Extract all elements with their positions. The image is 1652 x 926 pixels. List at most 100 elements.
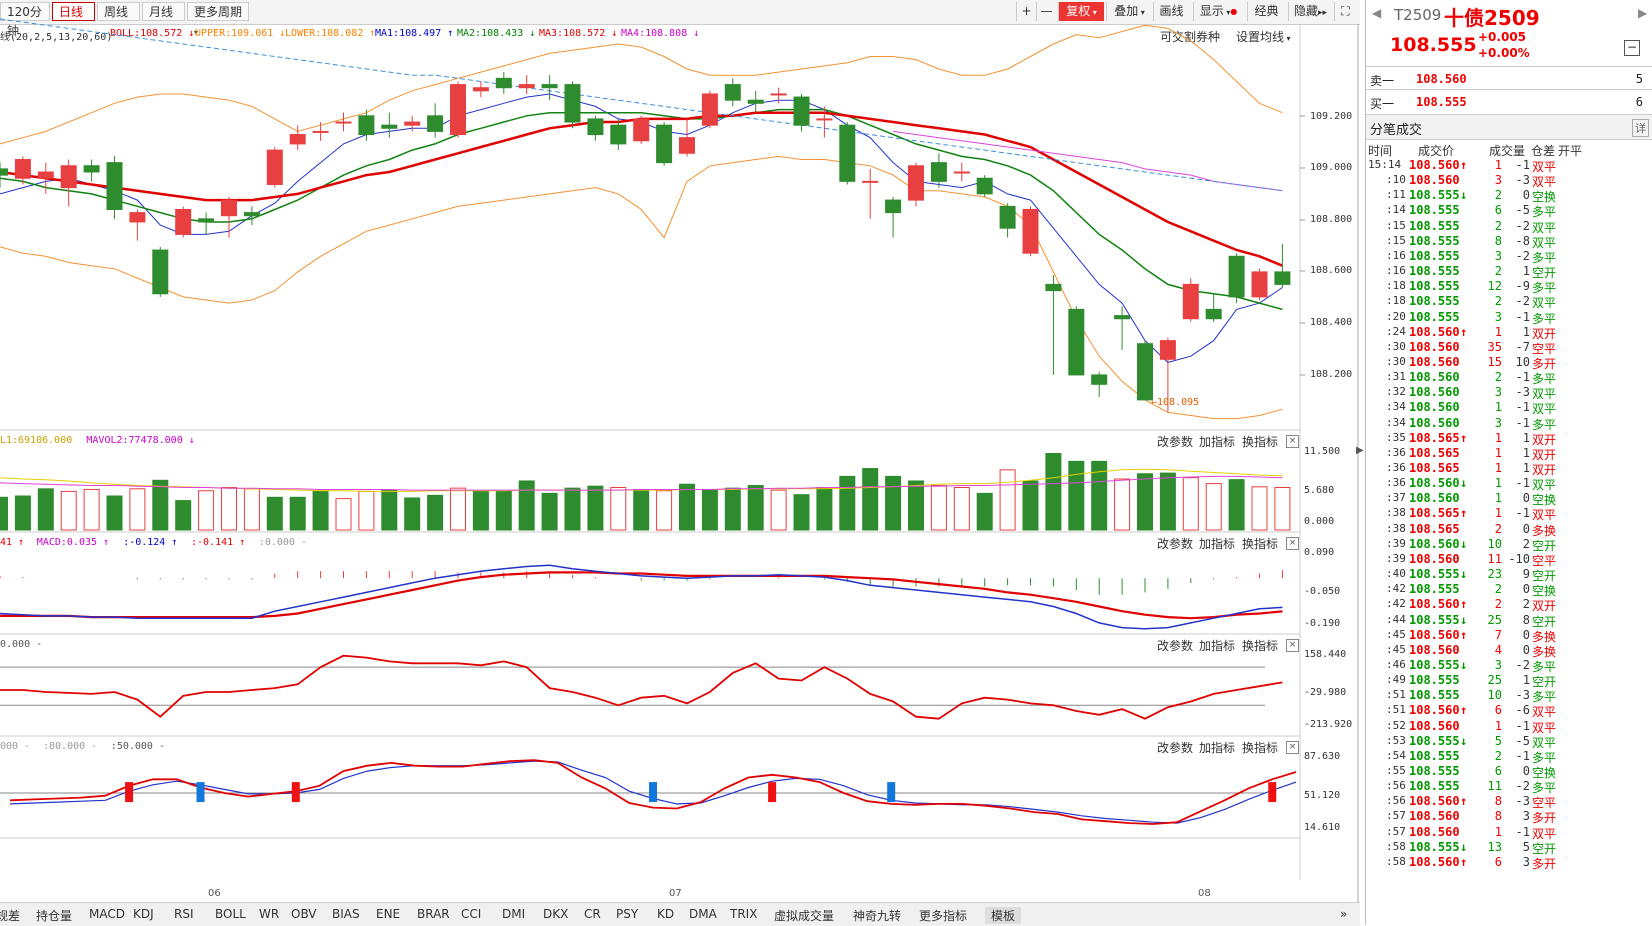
indicator-tab[interactable]: WR: [259, 907, 280, 921]
panel-axis-label: 0.090: [1304, 547, 1335, 558]
change-params-button[interactable]: 改参数: [1157, 741, 1194, 755]
tick-volume: 10: [1487, 536, 1502, 551]
volume-bar: [587, 485, 604, 531]
tab-monthly[interactable]: 月线: [142, 2, 185, 21]
indicator-tab[interactable]: BOLL: [215, 907, 246, 921]
tick-type: 双平: [1532, 705, 1557, 720]
candle-body: [587, 118, 604, 136]
indicator-tab[interactable]: TRIX: [730, 907, 758, 921]
swap-indicator-button[interactable]: 换指标: [1242, 435, 1279, 449]
tick-price: 108.555: [1409, 688, 1460, 703]
prev-contract-icon[interactable]: ◀: [1372, 6, 1382, 20]
change-params-button[interactable]: 改参数: [1157, 537, 1194, 551]
tick-type: 双平: [1532, 735, 1557, 750]
tab-weekly[interactable]: 周线: [97, 2, 140, 21]
indicator-tab[interactable]: CR: [584, 907, 601, 921]
adjust-button[interactable]: 复权 ▾: [1058, 2, 1104, 21]
indicator-tab[interactable]: 更多指标: [919, 909, 968, 923]
classic-button[interactable]: 经典: [1247, 2, 1285, 21]
tick-type: 多平: [1532, 250, 1557, 265]
indicator-tab[interactable]: 模板: [985, 907, 1022, 924]
indicator-tab[interactable]: RSI: [174, 907, 194, 921]
kline-chart[interactable]: [0, 0, 1360, 925]
tab-120min[interactable]: 120分钟: [0, 2, 50, 38]
tick-row: :36 108.565 1 1 双开: [1366, 446, 1652, 462]
indicator-tab[interactable]: 虚拟成交量: [774, 909, 835, 923]
tick-oi-change: -1: [1515, 748, 1530, 763]
tick-type: 双开: [1532, 463, 1557, 477]
side-handle-icon[interactable]: ▶: [1356, 445, 1364, 456]
arrow-up-icon: ↑: [1460, 597, 1468, 612]
tick-type: 空开: [1532, 266, 1557, 281]
collapse-icon[interactable]: −: [1624, 40, 1640, 56]
indicator-tab[interactable]: MACD: [89, 907, 125, 921]
tab-more-periods[interactable]: 更多周期 ▾: [187, 2, 249, 37]
indicator-tab[interactable]: 神奇九转: [853, 909, 902, 923]
draw-line-button[interactable]: 画线: [1153, 2, 1189, 21]
close-panel-icon[interactable]: ×: [1286, 741, 1299, 754]
tick-volume: 1: [1494, 506, 1502, 521]
tick-oi-change: 0: [1522, 188, 1530, 203]
ticks-detail-button[interactable]: 详: [1632, 119, 1649, 137]
swap-indicator-button[interactable]: 换指标: [1242, 639, 1279, 653]
tick-price: 108.560: [1409, 718, 1460, 733]
tick-price: 108.555: [1409, 233, 1460, 248]
indicator-tab[interactable]: DMI: [502, 907, 526, 921]
tick-volume: 7: [1494, 627, 1502, 642]
deliverable-bonds-button[interactable]: 可交割券种: [1160, 30, 1221, 44]
indicator-tab[interactable]: ENE: [376, 907, 401, 921]
panel-axis-label: 0.000: [1304, 516, 1335, 527]
ma-setting-button[interactable]: 设置均线 ▾: [1236, 28, 1291, 45]
scroll-right-icon[interactable]: »: [1340, 907, 1348, 921]
tick-type: 空平: [1532, 796, 1557, 811]
hide-button[interactable]: 隐藏▸▸: [1288, 2, 1332, 21]
add-indicator-button[interactable]: 加指标: [1199, 537, 1236, 551]
add-indicator-button[interactable]: 加指标: [1199, 435, 1236, 449]
close-panel-icon[interactable]: ×: [1286, 435, 1299, 448]
indicator-tab[interactable]: KDJ: [133, 907, 154, 921]
tick-row: :31 108.560 2 -1 多平: [1366, 370, 1652, 386]
indicator-tab[interactable]: 规差: [0, 909, 21, 923]
indicator-tab[interactable]: BRAR: [417, 907, 450, 921]
indicator-tab[interactable]: PSY: [616, 907, 639, 921]
arrow-down-icon: ↓: [1460, 657, 1468, 672]
close-panel-icon[interactable]: ×: [1286, 537, 1299, 550]
indicator-tab[interactable]: OBV: [291, 907, 317, 921]
indicator-tab[interactable]: 持仓量: [36, 909, 73, 923]
arrow-down-icon: ↓: [1460, 733, 1468, 748]
tick-volume: 11: [1487, 551, 1502, 566]
swap-indicator-button[interactable]: 换指标: [1242, 537, 1279, 551]
indicator-tab[interactable]: KD: [657, 907, 675, 921]
indicator-tab[interactable]: BIAS: [332, 907, 360, 921]
fullscreen-icon[interactable]: ⛶: [1334, 2, 1356, 21]
tick-row: :30 108.560 15 10 多开: [1366, 355, 1652, 371]
tab-daily[interactable]: 日线: [52, 2, 95, 21]
tick-row: :38 108.565 ↑ 1 -1 双平: [1366, 506, 1652, 522]
swap-indicator-button[interactable]: 换指标: [1242, 741, 1279, 755]
indicator-tab[interactable]: CCI: [461, 907, 482, 921]
panel-legend-item: 0.000 -: [0, 639, 43, 650]
tick-type: 多平: [1532, 372, 1557, 387]
candle-body: [312, 130, 329, 133]
change-params-button[interactable]: 改参数: [1157, 639, 1194, 653]
tick-volume: 12: [1487, 279, 1502, 294]
tick-time: :51: [1386, 703, 1406, 717]
close-panel-icon[interactable]: ×: [1286, 639, 1299, 652]
panel-legend-item: :0.000 -: [258, 537, 307, 548]
tick-time: :36: [1386, 461, 1406, 474]
next-contract-icon[interactable]: ▶: [1638, 6, 1648, 20]
add-indicator-button[interactable]: 加指标: [1199, 741, 1236, 755]
display-button[interactable]: 显示 ▾●: [1193, 2, 1243, 21]
overlay-button[interactable]: 叠加 ▾: [1106, 2, 1152, 21]
tick-time: :57: [1386, 809, 1406, 823]
tick-volume: 6: [1494, 703, 1502, 718]
price-axis-label: 108.400: [1310, 317, 1353, 328]
tick-price: 108.555: [1409, 673, 1460, 688]
indicator-tab[interactable]: DMA: [689, 907, 717, 921]
indicator-tab[interactable]: DKX: [543, 907, 569, 921]
change-params-button[interactable]: 改参数: [1157, 435, 1194, 449]
candle-body: [1114, 315, 1131, 320]
add-indicator-button[interactable]: 加指标: [1199, 639, 1236, 653]
zoom-out-button[interactable]: —: [1036, 2, 1056, 21]
zoom-in-button[interactable]: +: [1016, 2, 1036, 21]
